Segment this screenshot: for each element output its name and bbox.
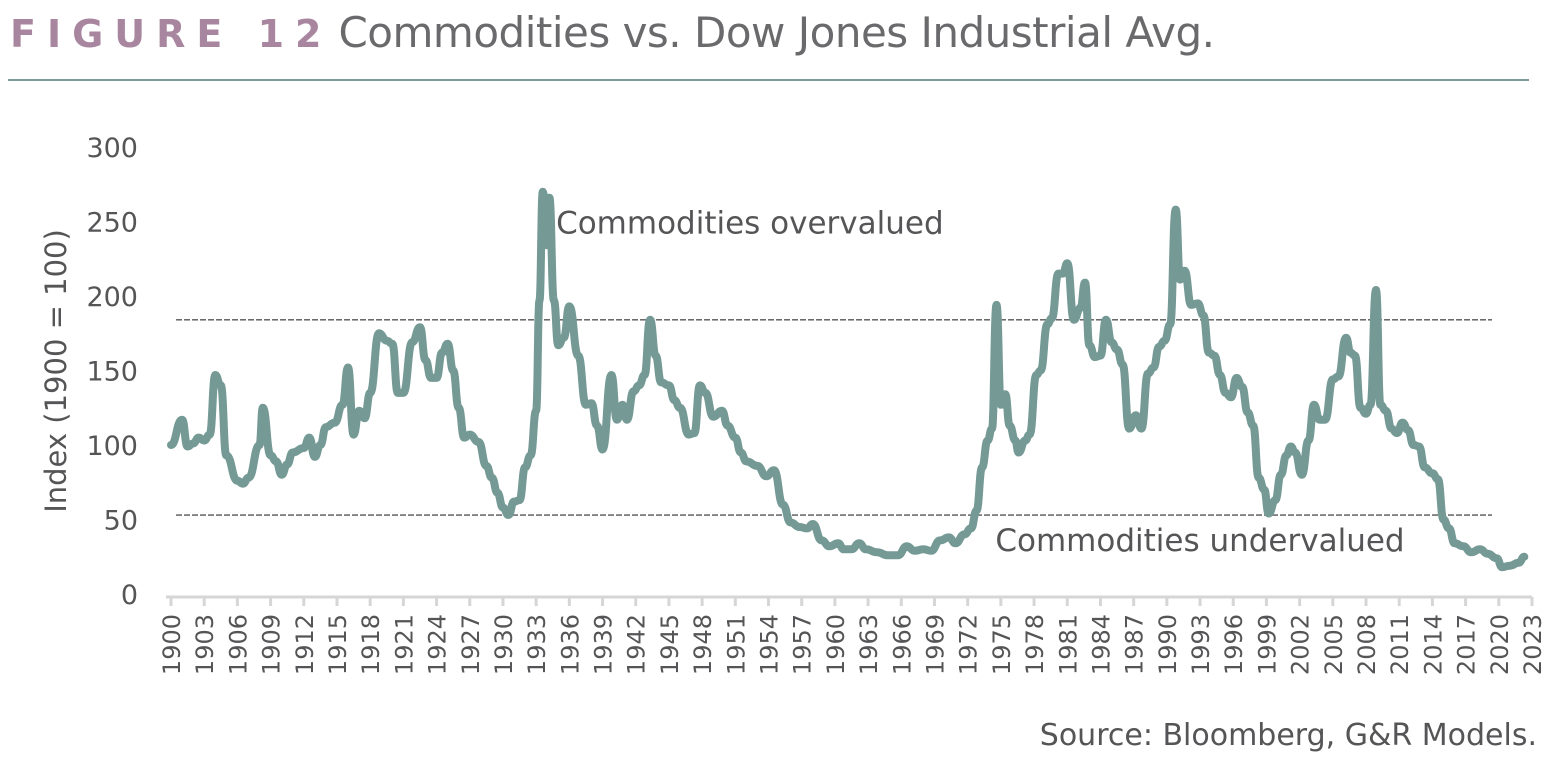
x-tick-label: 1972 — [955, 614, 983, 675]
x-tick-label: 1978 — [1021, 614, 1049, 675]
x-tick-label: 2020 — [1486, 614, 1514, 675]
annotation-label: Commodities overvalued — [556, 205, 944, 241]
x-tick-label: 1915 — [324, 614, 352, 675]
x-tick-label: 1918 — [357, 614, 385, 675]
x-tick-label: 1951 — [722, 614, 750, 675]
y-axis: 0 50 100 150 200 250 300 — [86, 133, 138, 611]
x-tick-label: 1900 — [158, 614, 186, 675]
x-tick-label: 1933 — [523, 614, 551, 675]
x-tick-label: 2011 — [1386, 614, 1414, 675]
source-note: Source: Bloomberg, G&R Models. — [1039, 718, 1537, 753]
x-tick-label: 1906 — [224, 614, 252, 675]
x-tick-label: 1996 — [1220, 614, 1248, 675]
figure-label: FIGURE 12 — [10, 12, 333, 56]
x-tick-label: 1984 — [1087, 614, 1115, 675]
x-tick-label: 1957 — [789, 614, 817, 675]
x-tick-label: 1960 — [822, 614, 850, 675]
y-tick-label: 0 — [121, 580, 138, 611]
figure-header: FIGURE 12 Commodities vs. Dow Jones Indu… — [10, 8, 1215, 68]
x-tick-label: 1939 — [590, 614, 618, 675]
y-tick-label: 100 — [86, 431, 138, 462]
annotation-label: Commodities undervalued — [995, 523, 1404, 559]
x-tick-label: 1966 — [888, 614, 916, 675]
y-tick-label: 250 — [86, 208, 138, 239]
x-tick-label: 2008 — [1353, 614, 1381, 675]
x-tick-label: 1981 — [1054, 614, 1082, 675]
x-tick-label: 1912 — [291, 614, 319, 675]
x-tick-label: 2014 — [1419, 614, 1447, 675]
annotations: Commodities overvalued Commodities underv… — [556, 205, 1405, 558]
y-axis-label: Index (1900 = 100) — [39, 229, 73, 513]
y-tick-label: 300 — [86, 133, 138, 164]
x-tick-label: 2023 — [1519, 614, 1547, 675]
x-tick-label: 1975 — [988, 614, 1016, 675]
y-tick-label: 200 — [86, 282, 138, 313]
chart-title: Commodities vs. Dow Jones Industrial Avg… — [338, 8, 1215, 57]
x-tick-label: 1936 — [556, 614, 584, 675]
x-tick-label: 1987 — [1121, 614, 1149, 675]
x-tick-label: 1954 — [756, 614, 784, 675]
header-divider — [8, 79, 1529, 81]
x-tick-label: 1969 — [921, 614, 949, 675]
x-tick-label: 1909 — [258, 614, 286, 675]
x-tick-label: 1945 — [656, 614, 684, 675]
y-tick-label: 50 — [104, 506, 138, 537]
x-axis: 1900 1903 1906 1909 1912 1915 1918 1921 1924 1927… — [158, 595, 1547, 675]
y-tick-label: 150 — [86, 357, 138, 388]
x-tick-label: 1942 — [623, 614, 651, 675]
x-tick-label: 1963 — [855, 614, 883, 675]
x-tick-label: 2005 — [1320, 614, 1348, 675]
x-tick-label: 1921 — [390, 614, 418, 675]
x-tick-label: 1930 — [490, 614, 518, 675]
x-tick-label: 1927 — [457, 614, 485, 675]
x-tick-label: 1903 — [191, 614, 219, 675]
x-tick-label: 1993 — [1187, 614, 1215, 675]
x-tick-label: 1990 — [1154, 614, 1182, 675]
x-tick-label: 2017 — [1453, 614, 1481, 675]
series-group — [167, 187, 1529, 572]
x-tick-label: 1924 — [424, 614, 452, 675]
x-tick-label: 1948 — [689, 614, 717, 675]
x-tick-label: 1999 — [1253, 614, 1281, 675]
series-line — [167, 187, 1529, 572]
x-tick-label: 2002 — [1287, 614, 1315, 675]
